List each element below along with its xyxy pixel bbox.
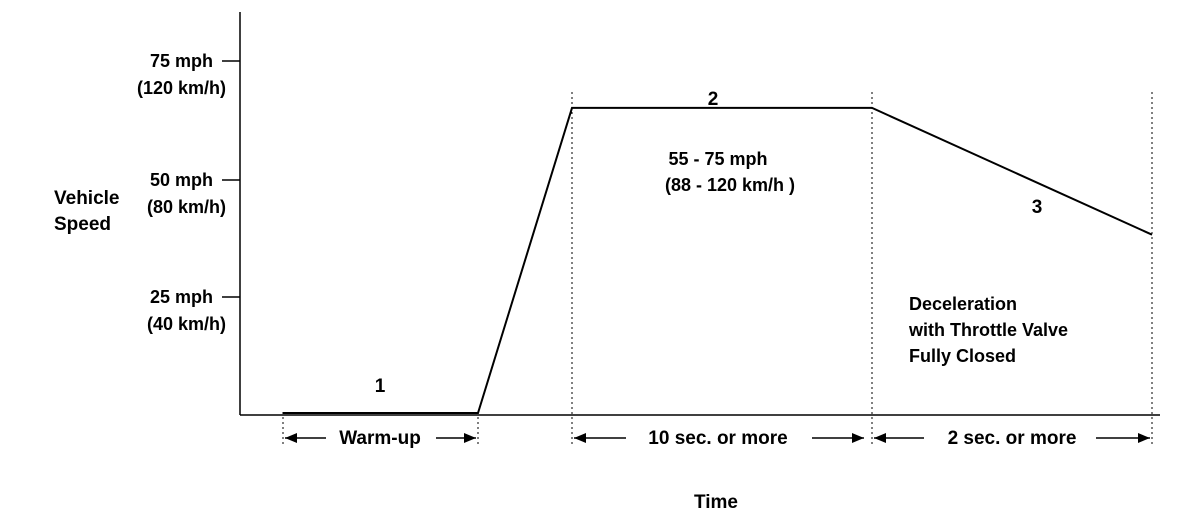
y-axis-title-line1: Vehicle xyxy=(54,188,120,209)
duration-arrow-phase-2 xyxy=(574,433,864,443)
deceleration-note-line3: Fully Closed xyxy=(909,346,1016,366)
duration-arrow-phase-3 xyxy=(874,433,1150,443)
deceleration-note-line1: Deceleration xyxy=(909,294,1017,314)
tick-label-75-mph: 75 mph xyxy=(150,51,213,71)
duration-label-phase-3: 2 sec. or more xyxy=(948,428,1077,449)
tick-label-75-kmh: (120 km/h) xyxy=(137,78,226,98)
steady-speed-range-mph: 55 - 75 mph xyxy=(668,149,767,169)
segment-2-number: 2 xyxy=(708,89,719,110)
steady-speed-range-kmh: (88 - 120 km/h ) xyxy=(665,175,795,195)
y-axis-title-line2: Speed xyxy=(54,214,111,235)
deceleration-note-line2: with Throttle Valve xyxy=(908,320,1068,340)
segment-1-number: 1 xyxy=(375,376,386,397)
tick-label-25-mph: 25 mph xyxy=(150,287,213,307)
tick-label-25-kmh: (40 km/h) xyxy=(147,314,226,334)
tick-label-50-mph: 50 mph xyxy=(150,170,213,190)
speed-profile-line xyxy=(283,106,1153,414)
x-axis-title: Time xyxy=(694,492,738,513)
duration-label-warmup: Warm-up xyxy=(339,428,421,449)
duration-arrow-warmup xyxy=(285,433,476,443)
duration-label-phase-2: 10 sec. or more xyxy=(648,428,787,449)
tick-label-50-kmh: (80 km/h) xyxy=(147,197,226,217)
segment-3-number: 3 xyxy=(1032,197,1043,218)
